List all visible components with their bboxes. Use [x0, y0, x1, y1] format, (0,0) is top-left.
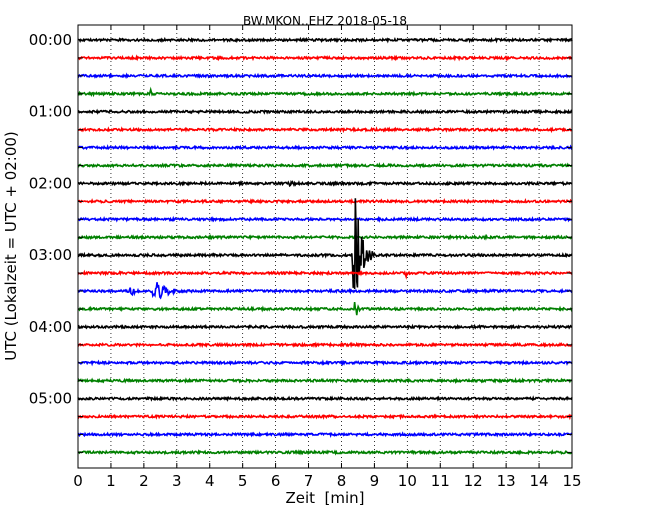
y-tick-label: 03:00: [29, 246, 72, 264]
y-tick-label: 04:00: [29, 318, 72, 336]
x-tick-label: 13: [497, 472, 516, 490]
trace-line: [77, 359, 573, 367]
y-tick-label: 02:00: [29, 174, 72, 192]
trace-line: [77, 269, 573, 280]
y-axis-ticks: 00:00 01:00 02:00 03:00 04:00 05:00: [29, 31, 572, 453]
vertical-grid: [110, 25, 540, 468]
x-tick-label: 15: [562, 472, 581, 490]
y-axis-label: UTC (Lokalzeit = UTC + 02:00): [2, 131, 20, 361]
trace-line: [77, 323, 573, 331]
y-tick-label: 05:00: [29, 390, 72, 408]
x-tick-label: 2: [139, 472, 149, 490]
trace-line: [77, 431, 573, 438]
plot-frame: [77, 24, 573, 469]
trace-line: [77, 282, 573, 300]
trace-line: [77, 413, 573, 421]
trace-line: [77, 198, 573, 289]
trace-line: [77, 126, 573, 134]
trace-line: [77, 197, 573, 205]
trace-group: [77, 36, 573, 456]
x-tick-label: 5: [238, 472, 248, 490]
x-tick-label: 11: [431, 472, 450, 490]
trace-line: [77, 302, 573, 316]
y-tick-label: 01:00: [29, 103, 72, 121]
trace-line: [77, 36, 573, 44]
x-axis-label: Zeit [min]: [285, 489, 364, 507]
x-tick-label: 1: [106, 472, 116, 490]
x-tick-label: 3: [172, 472, 182, 490]
x-tick-label: 0: [73, 472, 83, 490]
trace-line: [77, 395, 573, 402]
trace-line: [77, 108, 573, 115]
chart-title: BW.MKON..EHZ 2018-05-18: [243, 14, 407, 28]
x-tick-label: 8: [337, 472, 347, 490]
x-tick-label: 12: [464, 472, 483, 490]
x-tick-label: 7: [304, 472, 314, 490]
trace-line: [77, 144, 573, 151]
x-tick-label: 14: [530, 472, 549, 490]
trace-line: [77, 233, 573, 241]
x-tick-label: 6: [271, 472, 281, 490]
x-tick-label: 4: [205, 472, 215, 490]
trace-line: [77, 449, 573, 456]
trace-line: [77, 341, 573, 349]
y-tick-label: 00:00: [29, 31, 72, 49]
trace-line: [77, 72, 573, 80]
trace-line: [77, 162, 573, 169]
trace-line: [77, 215, 573, 223]
trace-line: [77, 377, 573, 385]
trace-line: [77, 179, 573, 188]
trace-line: [77, 54, 573, 62]
x-tick-label: 10: [398, 472, 417, 490]
x-tick-label: 9: [370, 472, 380, 490]
trace-line: [77, 86, 573, 98]
x-axis-ticks: 0 1 2 3 4 5 6 7 8 9 10 11 12 13 14 15: [73, 25, 582, 490]
